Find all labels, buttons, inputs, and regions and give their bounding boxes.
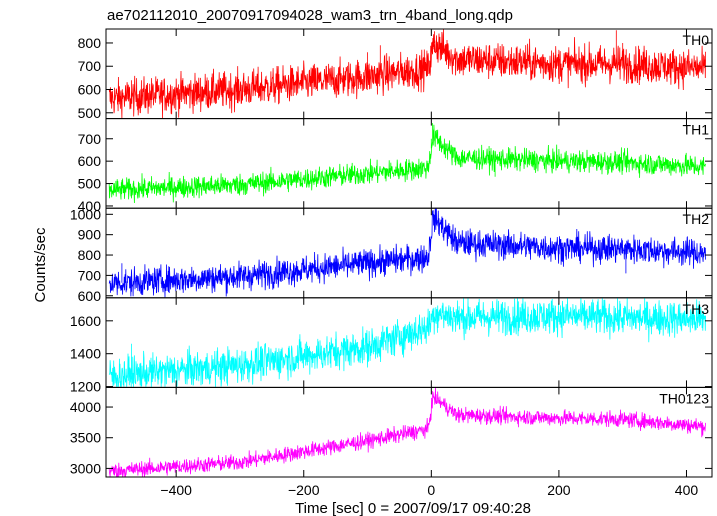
y-tick-label: 400 — [78, 198, 102, 214]
series-label-th0: TH0 — [683, 32, 710, 48]
x-axis-label: Time [sec] 0 = 2007/09/17 09:40:28 — [295, 500, 531, 516]
series-line-th2 — [108, 207, 706, 298]
y-tick-label: 1000 — [70, 206, 101, 222]
x-tick-label: −400 — [160, 482, 192, 498]
series-line-th0 — [108, 29, 706, 119]
y-tick-label: 1600 — [70, 313, 101, 329]
y-tick-label: 800 — [78, 35, 102, 51]
series-line-th3 — [108, 298, 706, 388]
y-tick-label: 3500 — [70, 430, 101, 446]
series-label-th0123: TH0123 — [659, 390, 709, 406]
y-tick-label: 1400 — [70, 346, 101, 362]
y-tick-label: 700 — [78, 267, 102, 283]
y-tick-label: 500 — [78, 176, 102, 192]
y-tick-label: 600 — [78, 153, 102, 169]
y-tick-label: 700 — [78, 131, 102, 147]
y-tick-label: 4000 — [70, 399, 101, 415]
panel-frame — [105, 386, 713, 478]
series-line-th0123 — [108, 387, 706, 478]
chart-title: ae702112010_20070917094028_wam3_trn_4ban… — [107, 7, 513, 24]
panels: 500 600 700 800 TH0 400 500 600 700 TH1 600 700 800 9… — [70, 28, 713, 498]
series-label-th3: TH3 — [683, 301, 710, 317]
series-line-th1 — [108, 123, 706, 204]
y-tick-label: 800 — [78, 247, 102, 263]
y-tick-label: 700 — [78, 58, 102, 74]
y-axis-label: Counts/sec — [32, 227, 49, 303]
y-tick-label: 1200 — [70, 379, 101, 395]
x-tick-label: 400 — [675, 482, 699, 498]
series-label-th2: TH2 — [683, 211, 710, 227]
series-label-th1: TH1 — [683, 122, 710, 138]
y-tick-label: 3000 — [70, 460, 101, 476]
y-tick-label: 500 — [78, 105, 102, 121]
y-tick-label: 900 — [78, 227, 102, 243]
y-tick-label: 600 — [78, 82, 102, 98]
x-tick-label: 200 — [547, 482, 571, 498]
y-tick-label: 600 — [78, 288, 102, 304]
x-tick-label: 0 — [427, 482, 435, 498]
x-tick-label: −200 — [288, 482, 320, 498]
